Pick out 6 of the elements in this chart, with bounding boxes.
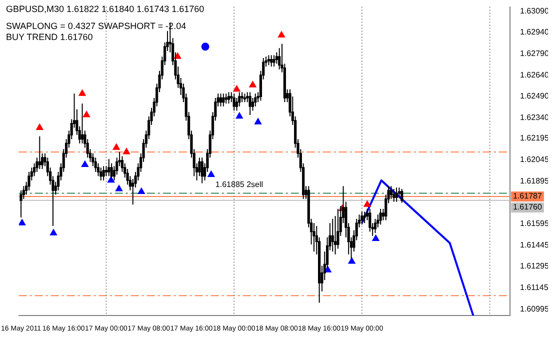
ref-line-label: 1.61760 [513,202,542,212]
annotation: 1.61885 2sell [215,180,264,190]
annotation: BUY TREND 1.61760 [6,32,94,43]
ref-line-label: 1.61787 [513,192,542,201]
y-tick-label: 1.61145 [520,283,549,292]
chart-title: GBPUSD,M30 1.61822 1.61840 1.61743 1.61760 [6,4,204,15]
